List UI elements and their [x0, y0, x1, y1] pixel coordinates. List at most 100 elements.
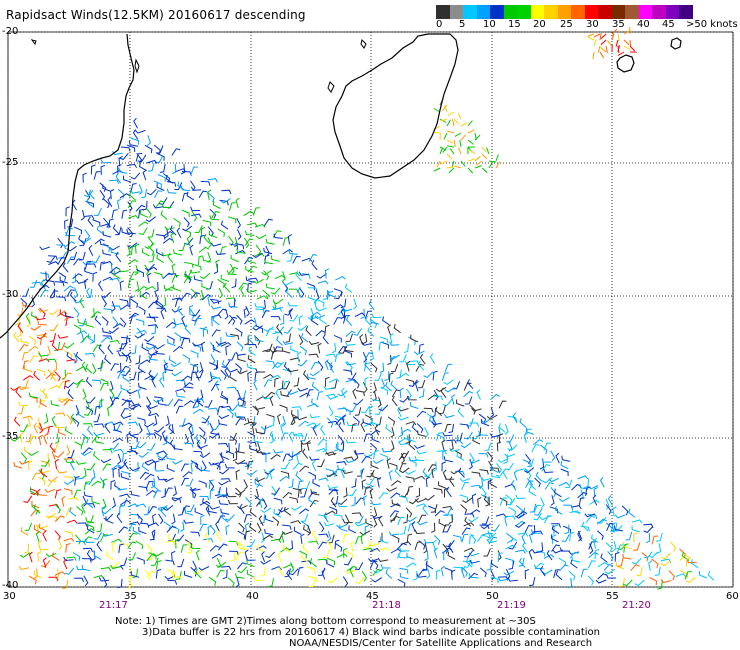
- wind-barb: [207, 192, 215, 203]
- wind-barb: [192, 408, 204, 415]
- wind-barb: [82, 447, 93, 454]
- wind-barb: [211, 329, 221, 337]
- wind-barb: [199, 389, 204, 401]
- wind-barb: [275, 389, 281, 400]
- wind-barb: [342, 576, 349, 587]
- wind-barb: [174, 332, 182, 342]
- wind-barb: [128, 523, 137, 532]
- wind-barb: [130, 490, 140, 497]
- wind-barb: [164, 575, 176, 580]
- wind-barb: [193, 343, 202, 352]
- wind-barb: [285, 333, 291, 343]
- wind-barb: [617, 33, 620, 41]
- wind-barb: [430, 522, 436, 533]
- wind-barb: [184, 382, 194, 389]
- wind-barb: [623, 543, 629, 553]
- wind-barb: [155, 200, 165, 208]
- wind-barb: [91, 363, 97, 375]
- wind-barb: [342, 414, 347, 425]
- wind-barb: [656, 532, 663, 542]
- wind-barb: [606, 574, 617, 579]
- wind-barb: [567, 577, 573, 589]
- wind-barb: [99, 534, 108, 543]
- wind-barb: [571, 556, 581, 563]
- wind-barb: [235, 351, 246, 356]
- wind-barb: [247, 343, 258, 349]
- wind-barb: [129, 371, 137, 381]
- wind-barb: [86, 498, 94, 509]
- wind-barb: [371, 577, 383, 583]
- wind-barb: [306, 422, 318, 427]
- wind-barb: [167, 338, 176, 347]
- wind-barb: [72, 417, 80, 427]
- wind-barb: [498, 423, 506, 433]
- wind-barb: [633, 532, 638, 543]
- wind-barb: [175, 388, 186, 393]
- wind-barb: [282, 280, 294, 286]
- wind-barb: [102, 231, 112, 238]
- wind-barb: [62, 579, 69, 589]
- wind-barb: [298, 287, 305, 298]
- lon-label: 35: [124, 591, 137, 602]
- wind-barb: [454, 165, 462, 169]
- wind-barb: [218, 543, 228, 551]
- wind-barb: [28, 392, 39, 399]
- wind-barb: [127, 421, 139, 426]
- wind-barb: [158, 513, 164, 525]
- wind-barb: [144, 460, 156, 466]
- island-shape: [134, 58, 140, 74]
- wind-barb: [192, 342, 203, 347]
- wind-barb: [119, 505, 124, 515]
- wind-barb: [252, 325, 263, 331]
- wind-barb: [129, 191, 137, 201]
- wind-barb: [281, 416, 286, 427]
- wind-barb: [458, 467, 465, 478]
- wind-barb: [631, 519, 643, 524]
- wind-barb: [461, 481, 469, 490]
- wind-barb: [113, 270, 121, 280]
- wind-barb: [369, 350, 374, 362]
- wind-barb: [152, 204, 164, 209]
- wind-barb: [170, 232, 175, 243]
- wind-barb: [255, 325, 264, 333]
- wind-barb: [118, 155, 123, 167]
- wind-barb: [430, 504, 438, 513]
- wind-barb: [154, 190, 163, 199]
- wind-barb: [317, 438, 328, 446]
- wind-barb: [38, 546, 49, 551]
- wind-barb: [104, 422, 111, 434]
- wind-barb: [73, 287, 79, 299]
- wind-barb: [515, 521, 526, 529]
- wind-barb: [686, 558, 697, 564]
- wind-barb: [108, 218, 114, 229]
- wind-barb: [94, 405, 101, 415]
- wind-barb: [55, 412, 66, 417]
- wind-barb: [245, 276, 255, 283]
- wind-barb: [405, 421, 417, 426]
- wind-barb: [136, 329, 148, 334]
- wind-barb: [307, 315, 319, 321]
- wind-barb: [336, 524, 347, 529]
- wind-barb: [74, 476, 80, 486]
- wind-barb: [84, 260, 92, 270]
- wind-barb: [292, 255, 301, 264]
- wind-barb: [161, 203, 172, 209]
- wind-barb: [611, 33, 615, 41]
- wind-barb: [19, 431, 24, 443]
- wind-barb: [318, 567, 326, 576]
- wind-barb: [183, 276, 193, 284]
- wind-barb: [17, 322, 24, 333]
- legend-swatch: [476, 5, 490, 19]
- wind-barb: [345, 333, 353, 342]
- wind-barb: [405, 507, 413, 518]
- wind-barb: [157, 174, 166, 182]
- wind-barb: [82, 260, 94, 266]
- wind-barb: [480, 494, 489, 503]
- wind-barb: [443, 456, 453, 463]
- wind-barb: [477, 534, 487, 542]
- legend-label: 5: [459, 19, 466, 30]
- wind-barb: [486, 414, 498, 420]
- wind-barb: [56, 469, 68, 474]
- wind-barb: [126, 432, 131, 444]
- wind-barb: [321, 568, 326, 580]
